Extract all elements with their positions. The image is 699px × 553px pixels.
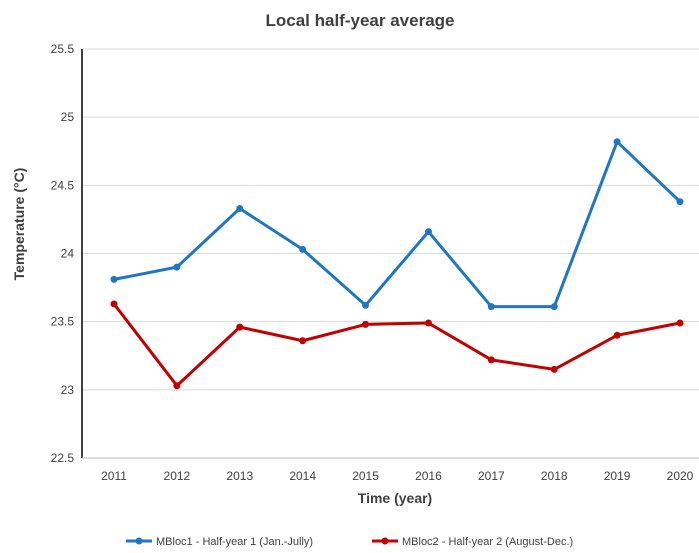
series-line xyxy=(112,302,682,388)
data-point xyxy=(424,319,432,327)
y-tick-label: 25.5 xyxy=(51,42,75,56)
y-tick-label: 23.5 xyxy=(51,315,75,329)
data-point xyxy=(676,319,684,327)
x-tick-label: 2011 xyxy=(101,469,127,483)
y-tick-label: 23 xyxy=(61,383,75,397)
data-point xyxy=(487,303,495,311)
y-tick-label: 24 xyxy=(61,247,75,261)
x-tick-label: 2017 xyxy=(478,469,505,483)
series-2 xyxy=(110,300,684,390)
chart-title: Local half-year average xyxy=(266,11,455,30)
series-layer xyxy=(110,138,684,390)
data-point xyxy=(236,323,244,331)
data-point xyxy=(110,275,118,283)
legend-label: MBloc2 - Half-year 2 (August-Dec.) xyxy=(402,536,573,548)
legend-label: MBloc1 - Half-year 1 (Jan.-Jully) xyxy=(156,536,313,548)
data-point xyxy=(173,263,181,271)
data-point xyxy=(299,245,307,253)
series-line xyxy=(112,140,682,309)
data-point xyxy=(362,320,370,328)
x-axis-title: Time (year) xyxy=(358,490,432,506)
x-tick-label: 2012 xyxy=(164,469,191,483)
x-tick-label: 2018 xyxy=(541,469,568,483)
data-point xyxy=(613,138,621,146)
data-point xyxy=(550,303,558,311)
data-point xyxy=(613,331,621,339)
data-point xyxy=(236,205,244,213)
legend: MBloc1 - Half-year 1 (Jan.-Jully) MBloc2 … xyxy=(126,536,573,548)
data-point xyxy=(424,228,432,236)
data-point xyxy=(110,300,118,308)
y-axis-title: Temperature (°C) xyxy=(11,168,27,281)
y-tick-label: 25 xyxy=(61,110,75,124)
x-tick-label: 2019 xyxy=(604,469,631,483)
x-tick-label: 2014 xyxy=(289,469,316,483)
legend-marker xyxy=(381,537,389,545)
data-point xyxy=(173,382,181,390)
x-tick-label: 2013 xyxy=(226,469,253,483)
data-point xyxy=(487,356,495,364)
x-tick-label: 2016 xyxy=(415,469,442,483)
legend-item: MBloc2 - Half-year 2 (August-Dec.) xyxy=(372,536,573,548)
x-tick-label: 2015 xyxy=(352,469,379,483)
x-tick-labels: 2011 2012 2013 2014 2015 2016 2017 2018 2019 2020 xyxy=(101,469,694,483)
y-tick-label: 24.5 xyxy=(51,178,75,192)
y-tick-label: 22.5 xyxy=(51,451,75,465)
series-1 xyxy=(110,138,684,311)
data-point xyxy=(362,301,370,309)
data-point xyxy=(676,198,684,206)
gridlines xyxy=(82,48,699,391)
data-point xyxy=(299,337,307,345)
data-point xyxy=(550,365,558,373)
y-tick-labels: 22.5 23 23.5 24 24.5 25 25.5 xyxy=(51,42,75,465)
legend-item: MBloc1 - Half-year 1 (Jan.-Jully) xyxy=(126,536,313,548)
x-tick-label: 2020 xyxy=(667,469,694,483)
legend-marker xyxy=(135,537,143,545)
